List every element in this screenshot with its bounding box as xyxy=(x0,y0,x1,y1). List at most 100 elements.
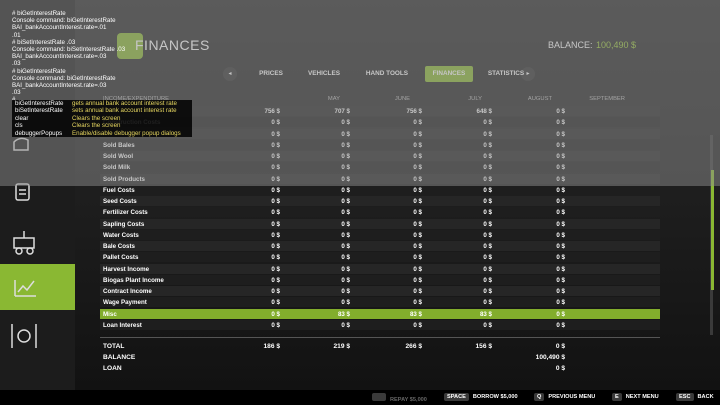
cell-value: 0 $ xyxy=(341,209,350,217)
row-label: Pallet Costs xyxy=(103,254,139,262)
row-highlighted[interactable]: Misc 0 $ 83 $ 83 $ 83 $ 0 $ xyxy=(100,308,660,319)
footer-label: BACK xyxy=(697,394,714,400)
cell-value: 186 $ xyxy=(263,343,280,350)
suggestion-command: cls xyxy=(15,122,23,130)
console-line: Console command: biSetInterestRate .03 xyxy=(12,46,126,54)
row-label: Contract Income xyxy=(103,288,152,295)
table-row[interactable]: Bale Costs 0 $ 0 $ 0 $ 0 $ 0 $ xyxy=(100,241,660,251)
table-row[interactable]: Sapling Costs 0 $ 0 $ 0 $ 0 $ 0 $ xyxy=(100,218,660,229)
active-nav-item[interactable] xyxy=(0,264,75,310)
cell-value: 0 $ xyxy=(271,186,280,194)
cell-value: 0 $ xyxy=(483,231,492,239)
cell-value: 0 $ xyxy=(271,288,280,295)
table-row[interactable]: Harvest Income 0 $ 0 $ 0 $ 0 $ 0 $ xyxy=(100,263,660,274)
key-hint: Q xyxy=(534,393,545,401)
table-row[interactable]: Seed Costs 0 $ 0 $ 0 $ 0 $ 0 $ xyxy=(100,196,660,206)
divider xyxy=(100,337,660,338)
cell-value: 0 $ xyxy=(483,265,492,273)
summary-row: BALANCE 100,490 $ xyxy=(100,352,660,362)
cell-value: 0 $ xyxy=(483,243,492,250)
console-overlay xyxy=(0,0,720,186)
console-line: # biGetInterestRate xyxy=(12,10,66,17)
footer-button[interactable]: ESC BACK xyxy=(676,393,714,401)
cell-value: 266 $ xyxy=(405,343,422,350)
summary-row: LOAN 0 $ xyxy=(100,363,660,373)
cell-value: 0 $ xyxy=(555,365,565,372)
row-label: LOAN xyxy=(103,365,122,372)
table-row[interactable]: Biogas Plant Income 0 $ 0 $ 0 $ 0 $ 0 $ xyxy=(100,274,660,285)
suggestion[interactable]: biSetInterestRate sets annual bank accoun… xyxy=(12,107,192,114)
suggestion[interactable]: biGetInterestRate gets annual bank accoun… xyxy=(12,100,192,107)
cell-value: 0 $ xyxy=(483,321,492,329)
cell-value: 0 $ xyxy=(556,231,565,239)
footer: REPAY $5,000 SPACE BORROW $5,000 Q PREVIOUS … xyxy=(0,390,720,405)
suggestion-description: Clears the screen xyxy=(72,122,121,130)
table-row[interactable]: Fuel Costs 0 $ 0 $ 0 $ 0 $ 0 $ xyxy=(100,184,660,195)
suggestion[interactable]: clear Clears the screen xyxy=(12,115,192,122)
cell-value: 0 $ xyxy=(341,265,350,273)
cell-value: 0 $ xyxy=(271,265,280,273)
console-line: BAI_bankAccountInterest.rate=.03 xyxy=(12,82,107,90)
footer-button[interactable]: Q PREVIOUS MENU xyxy=(534,393,595,401)
key-hint: SPACE xyxy=(444,393,469,401)
footer-button[interactable]: E NEXT MENU xyxy=(612,393,659,401)
cell-value: 219 $ xyxy=(333,343,350,350)
row-label: Fuel Costs xyxy=(103,186,135,194)
row-label: Harvest Income xyxy=(103,265,150,273)
cell-value: 0 $ xyxy=(483,220,492,228)
cell-value: 0 $ xyxy=(341,276,350,284)
cell-value: 0 $ xyxy=(413,198,422,205)
console-line: # biGetInterestRate xyxy=(12,67,66,75)
cell-value: 0 $ xyxy=(413,276,422,284)
cell-value: 0 $ xyxy=(483,254,492,262)
key-hint xyxy=(372,393,386,401)
cell-value: 0 $ xyxy=(271,299,280,307)
cell-value: 0 $ xyxy=(271,254,280,262)
row-label: BALANCE xyxy=(103,354,136,361)
suggestion[interactable]: cls Clears the screen xyxy=(12,122,192,129)
row-label: Water Costs xyxy=(103,231,139,239)
suggestion-command: clear xyxy=(15,114,29,122)
cell-value: 0 $ xyxy=(271,198,280,205)
cell-value: 0 $ xyxy=(413,231,422,239)
row-label: Biogas Plant Income xyxy=(103,276,164,284)
cell-value: 0 $ xyxy=(413,265,422,273)
cell-value: 0 $ xyxy=(413,299,422,307)
cell-value: 0 $ xyxy=(341,299,350,307)
console-line: Console command: biGetInterestRate xyxy=(12,74,116,82)
suggestion[interactable]: debuggerPopups Enable/disable debugger po… xyxy=(12,130,192,137)
console-log: # biGetInterestRate Console command: biGe… xyxy=(12,10,125,104)
cell-value: 0 $ xyxy=(271,321,280,329)
cell-value: 0 $ xyxy=(341,243,350,250)
console-line: BAI_bankAccountInterest.rate=.03 xyxy=(12,53,107,61)
table-row[interactable]: Water Costs 0 $ 0 $ 0 $ 0 $ 0 $ xyxy=(100,229,660,240)
table-row[interactable]: Loan Interest 0 $ 0 $ 0 $ 0 $ 0 $ xyxy=(100,319,660,330)
cell-value: 0 $ xyxy=(413,254,422,262)
table-row[interactable]: Wage Payment 0 $ 0 $ 0 $ 0 $ 0 $ xyxy=(100,297,660,308)
cell-value: 0 $ xyxy=(413,243,422,250)
table-row[interactable]: Contract Income 0 $ 0 $ 0 $ 0 $ 0 $ xyxy=(100,286,660,296)
cell-value: 0 $ xyxy=(483,186,492,194)
cell-value: 0 $ xyxy=(271,310,280,318)
cell-value: 0 $ xyxy=(556,310,565,318)
cell-value: 0 $ xyxy=(413,321,422,329)
cell-value: 0 $ xyxy=(556,276,565,284)
row-label: Misc xyxy=(103,310,117,318)
console-line: .03 xyxy=(12,60,21,68)
suggestion-command: biGetInterestRate xyxy=(15,100,64,107)
console-line: # xyxy=(12,96,125,103)
table-row[interactable]: Fertilizer Costs 0 $ 0 $ 0 $ 0 $ 0 $ xyxy=(100,207,660,218)
scrollbar[interactable] xyxy=(711,170,714,290)
footer-button[interactable]: REPAY $5,000 xyxy=(372,393,427,403)
console-line: Console command: biGetInterestRate xyxy=(12,17,116,25)
cell-value: 0 $ xyxy=(341,288,350,295)
cell-value: 0 $ xyxy=(271,209,280,217)
cell-value: 0 $ xyxy=(556,288,565,295)
footer-button[interactable]: SPACE BORROW $5,000 xyxy=(444,393,518,401)
summary-row: TOTAL 186 $ 219 $ 266 $ 156 $ 0 $ xyxy=(100,341,660,351)
cell-value: 0 $ xyxy=(556,321,565,329)
cell-value: 0 $ xyxy=(556,220,565,228)
row-label: Wage Payment xyxy=(103,299,147,307)
row-label: Loan Interest xyxy=(103,321,142,329)
table-row[interactable]: Pallet Costs 0 $ 0 $ 0 $ 0 $ 0 $ xyxy=(100,252,660,263)
